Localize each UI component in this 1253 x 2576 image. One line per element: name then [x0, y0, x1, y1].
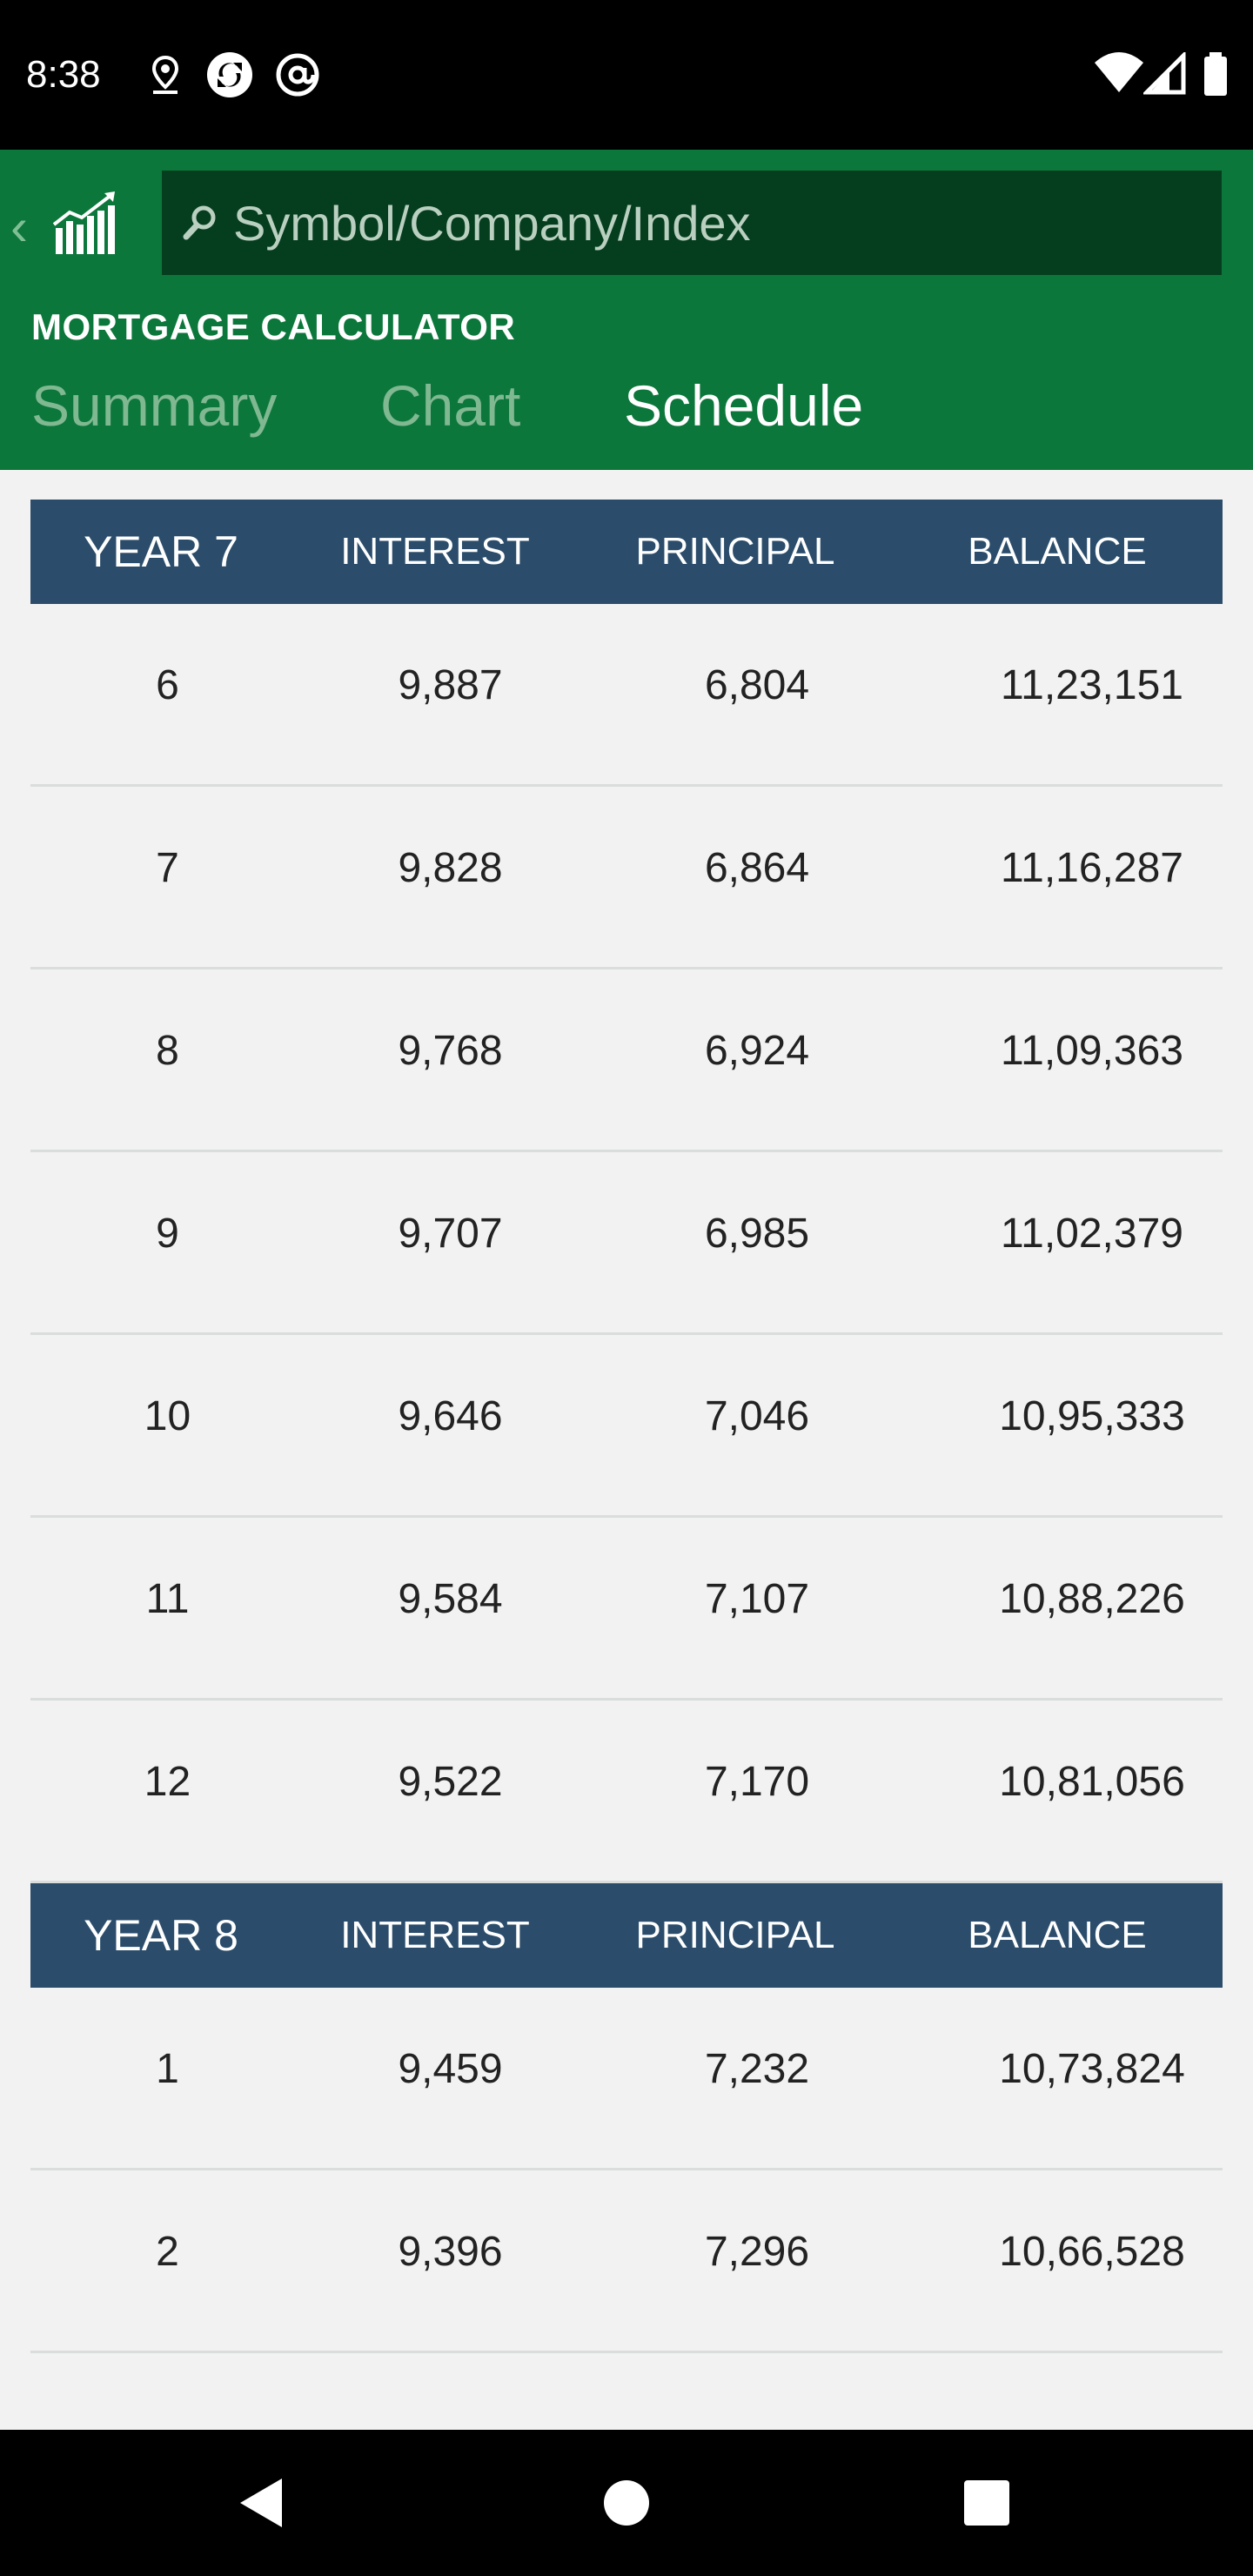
table-row: 7 9,828 6,864 11,16,287	[30, 787, 1223, 969]
calculator-title: MORTGAGE CALCULATOR	[31, 306, 516, 347]
table-row: 12 9,522 7,170 10,81,056	[30, 1701, 1223, 1883]
interest-cell: 9,522	[398, 1759, 503, 1805]
status-time: 8:38	[26, 53, 101, 96]
balance-cell: 10,66,528	[999, 2229, 1185, 2275]
home-icon[interactable]	[597, 2473, 656, 2532]
balance-cell: 10,81,056	[999, 1759, 1185, 1805]
table-row: 2 9,396 7,296 10,66,528	[30, 2170, 1223, 2353]
month-cell: 2	[156, 2229, 179, 2275]
balance-cell: 10,73,824	[999, 2046, 1185, 2092]
interest-cell: 9,396	[398, 2229, 503, 2275]
tab-summary[interactable]: Summary	[31, 373, 278, 438]
balance-cell: 11,16,287	[1001, 845, 1183, 891]
back-icon[interactable]	[231, 2473, 291, 2532]
schedule-table: YEAR 7 INTEREST PRINCIPAL BALANCE 6 9,88…	[30, 500, 1223, 2353]
month-cell: 8	[156, 1028, 179, 1074]
recents-icon[interactable]	[957, 2473, 1016, 2532]
back-chevron-icon[interactable]: ‹	[10, 198, 28, 256]
balance-cell: 10,95,333	[999, 1393, 1185, 1439]
search-input[interactable]	[233, 171, 1199, 275]
signal-icon	[1143, 52, 1186, 95]
tab-schedule[interactable]: Schedule	[624, 373, 864, 438]
principal-cell: 7,232	[704, 2046, 810, 2092]
month-cell: 6	[156, 662, 179, 708]
principal-cell: 7,296	[704, 2229, 810, 2275]
balance-cell: 11,23,151	[1001, 662, 1183, 708]
interest-cell: 9,828	[398, 845, 503, 891]
interest-cell: 9,887	[398, 662, 503, 708]
balance-cell: 10,88,226	[999, 1576, 1185, 1622]
balance-cell: 11,09,363	[1001, 1028, 1183, 1074]
interest-cell: 9,768	[398, 1028, 503, 1074]
sync-icon	[207, 52, 252, 97]
location-icon	[151, 55, 179, 94]
month-cell: 7	[156, 845, 179, 891]
year-header: YEAR 7 INTEREST PRINCIPAL BALANCE	[30, 500, 1223, 604]
table-row: 11 9,584 7,107 10,88,226	[30, 1518, 1223, 1701]
table-row: 1 9,459 7,232 10,73,824	[30, 1988, 1223, 2170]
balance-column-header: BALANCE	[968, 530, 1147, 573]
principal-cell: 6,804	[704, 662, 810, 708]
month-cell: 1	[156, 2046, 179, 2092]
search-icon	[183, 205, 216, 240]
interest-cell: 9,459	[398, 2046, 503, 2092]
status-bar: 8:38	[0, 0, 1253, 150]
interest-column-header: INTEREST	[340, 1914, 530, 1956]
year-label: YEAR 7	[84, 527, 238, 576]
month-cell: 10	[144, 1393, 191, 1439]
principal-cell: 6,924	[704, 1028, 810, 1074]
year-header: YEAR 8 INTEREST PRINCIPAL BALANCE	[30, 1883, 1223, 1988]
principal-cell: 6,985	[704, 1211, 810, 1257]
app-logo-icon[interactable]	[50, 190, 120, 259]
table-row: 9 9,707 6,985 11,02,379	[30, 1152, 1223, 1335]
month-cell: 11	[145, 1576, 190, 1622]
principal-cell: 7,107	[704, 1576, 810, 1622]
search-box[interactable]	[162, 171, 1222, 275]
interest-column-header: INTEREST	[340, 530, 530, 573]
year-label: YEAR 8	[84, 1911, 238, 1960]
month-cell: 9	[156, 1211, 179, 1257]
interest-cell: 9,646	[398, 1393, 503, 1439]
principal-column-header: PRINCIPAL	[635, 530, 835, 573]
battery-icon	[1204, 52, 1227, 96]
interest-cell: 9,584	[398, 1576, 503, 1622]
interest-cell: 9,707	[398, 1211, 503, 1257]
tab-chart[interactable]: Chart	[380, 373, 521, 438]
table-row: 8 9,768 6,924 11,09,363	[30, 969, 1223, 1152]
month-cell: 12	[144, 1759, 191, 1805]
principal-cell: 7,046	[704, 1393, 810, 1439]
principal-column-header: PRINCIPAL	[635, 1914, 835, 1956]
app-header: ‹ MORTGAGE CALCULATOR Summary Chart Sche…	[0, 150, 1253, 470]
wifi-icon	[1095, 52, 1143, 92]
balance-cell: 11,02,379	[1001, 1211, 1183, 1257]
at-sign-icon	[276, 53, 319, 97]
table-row: 10 9,646 7,046 10,95,333	[30, 1335, 1223, 1518]
principal-cell: 7,170	[704, 1759, 810, 1805]
principal-cell: 6,864	[704, 845, 810, 891]
navigation-bar	[0, 2430, 1253, 2576]
table-row: 6 9,887 6,804 11,23,151	[30, 604, 1223, 787]
balance-column-header: BALANCE	[968, 1914, 1147, 1956]
